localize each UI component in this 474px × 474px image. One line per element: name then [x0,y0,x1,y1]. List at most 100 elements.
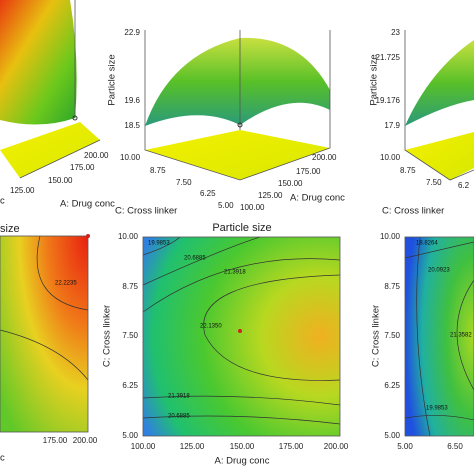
contour [142,236,181,256]
tick-label: 23 [391,28,400,37]
tick-label: 100.00 [240,203,265,212]
tick-label: 150.00 [230,442,255,451]
contour-label: 22.2235 [55,281,77,287]
tick-label: 150.00 [278,179,303,188]
axis-label: C: Cross linker [102,305,113,367]
tick-label: 6.50 [447,442,463,451]
axis-label: A: Drug conc [215,456,270,467]
tick-label: 22.9 [124,28,140,37]
contour [404,415,474,421]
contour-label: 19.9853 [148,241,170,247]
contour-label: 20.0923 [428,268,450,274]
tick-label: 6.2 [458,181,470,190]
point [72,115,78,121]
tick-label: 175.00 [43,436,68,445]
tick-label: 200.00 [324,442,349,451]
tick-label: 7.50 [426,178,442,187]
tick-label: 10.00 [380,232,401,241]
contour [404,241,474,259]
tick-label: 7.50 [384,331,400,340]
tick-label: 200.00 [312,153,337,162]
surface-panel: Particle size 22.9 19.6 18.5 10.00 8.75 … [107,28,346,216]
point [86,234,90,238]
tick-label: 6.25 [384,381,400,390]
tick-label: 5.00 [384,431,400,440]
tick-label: 200.00 [73,436,98,445]
contour-label: 22.1350 [200,324,222,330]
contour [36,235,89,311]
tick-label: 17.9 [384,121,400,130]
title: Particle size [212,222,271,234]
tick-label: 175.00 [70,163,95,172]
tick-label: 19.176 [376,96,401,105]
plot-area [405,237,474,436]
tick-label: 7.50 [176,178,192,187]
frame [404,236,474,437]
contour-panel: size 22.2235 175.00 200.00 c [0,223,98,464]
contour [142,395,341,406]
tick-label: 10.00 [380,153,401,162]
contour [142,236,261,286]
contour [0,329,89,381]
frame [0,235,89,433]
contour [416,236,431,437]
axis-label: Particle size [369,54,380,105]
tick-label: 7.50 [122,331,138,340]
tick-label: 5.00 [397,442,413,451]
tick-label: 6.25 [122,381,138,390]
contour [456,279,474,391]
floor [145,130,330,180]
tick-label: 10.00 [118,232,139,241]
axis-label: c [0,453,5,464]
contour-label: 19.9853 [426,406,448,412]
tick-label: 8.75 [122,282,138,291]
floor [0,122,100,178]
axis-label: C: Cross linker [382,206,444,217]
axis-label: A: Drug conc [60,199,115,210]
tick-label: 6.25 [200,189,216,198]
point [237,122,243,128]
tick-label: 150.00 [48,176,73,185]
contour-label: 18.8264 [416,241,438,247]
surface-panel: 200.00 175.00 150.00 125.00 A: Drug conc… [0,0,115,210]
tick-label: 21.725 [376,53,401,62]
tick-label: 19.6 [124,96,140,105]
contour-label: 20.6885 [168,414,190,420]
axis [19,139,101,179]
axis [404,30,474,181]
contour [142,415,341,425]
contour [142,258,341,313]
tick-label: 200.00 [84,151,109,160]
tick-label: 125.00 [10,186,35,195]
tick-label: 8.75 [400,166,416,175]
floor [405,132,474,180]
tick-label: 8.75 [384,282,400,291]
axis-label: c [0,196,5,207]
title: size [0,223,20,235]
tick-label: 175.00 [296,167,321,176]
frame [142,236,341,437]
axis-label: C: Cross linker [371,305,382,367]
tick-label: 8.75 [150,166,166,175]
contour-label: 21.3918 [168,394,190,400]
contour-panel: Particle size 19.9853 20.6885 21.3918 22… [102,222,349,467]
contour-label: 20.6885 [184,256,206,262]
axis [144,30,331,181]
tick-label: 10.00 [120,153,141,162]
contour [203,274,341,381]
surface-panel: Particle size 23 21.725 19.176 17.9 10.0… [369,28,474,217]
surface [0,0,77,125]
tick-label: 125.00 [180,442,205,451]
surface [405,40,474,126]
tick-label: 5.00 [122,431,138,440]
tick-label: 18.5 [124,121,140,130]
tick-label: 175.00 [279,442,304,451]
tick-label: 100.00 [131,442,156,451]
axis-label: Particle size [107,54,118,105]
contour-label: 21.3918 [224,270,246,276]
contour-label: 21.3582 [450,333,472,339]
tick-label: 5.00 [218,201,234,210]
axis-label: A: Drug conc [290,193,345,204]
point [238,329,242,333]
